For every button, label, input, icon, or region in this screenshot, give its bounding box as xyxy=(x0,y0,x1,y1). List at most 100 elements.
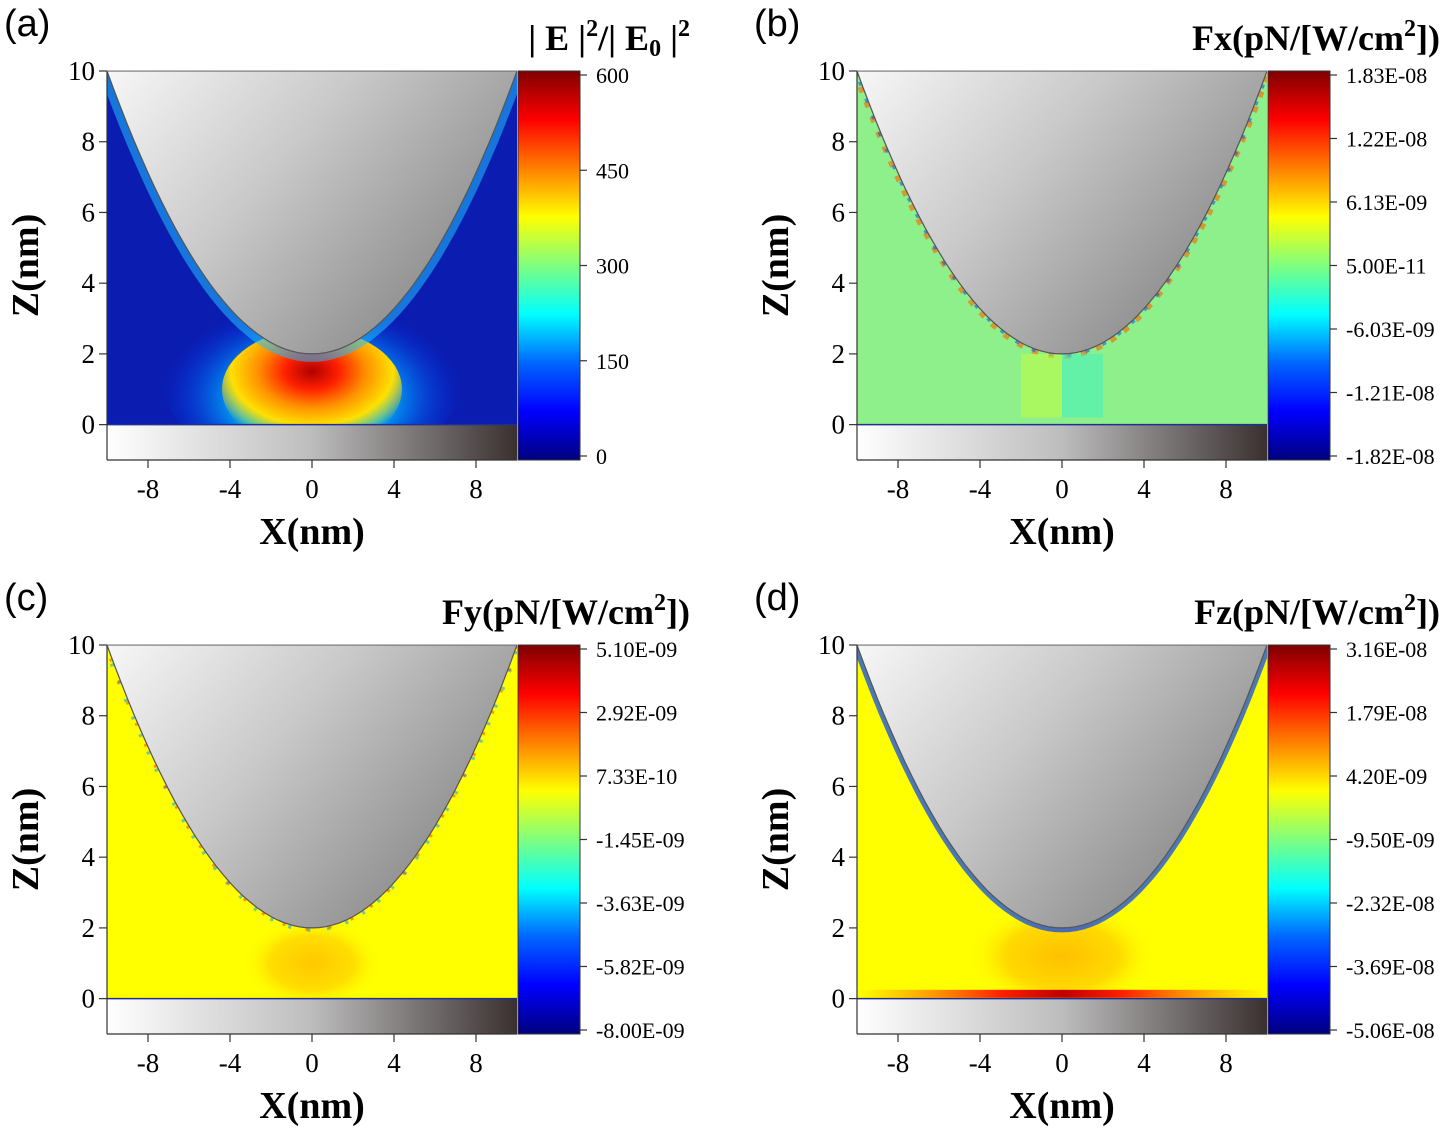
y-tick-label: 0 xyxy=(832,410,846,440)
x-tick-label: -8 xyxy=(887,474,910,504)
x-axis-label: X(nm) xyxy=(259,511,365,553)
colorbar-tick-label: 5.10E-09 xyxy=(596,637,677,662)
colorbar-tick-label: 3.16E-08 xyxy=(1346,637,1427,662)
tip-shape xyxy=(107,645,517,929)
colorbar-title-part: 2 xyxy=(1404,590,1416,616)
colorbar-tick-label: -8.00E-09 xyxy=(596,1018,685,1043)
x-tick-label: 0 xyxy=(305,1048,319,1078)
y-tick-label: 4 xyxy=(82,268,96,298)
panel-label: (d) xyxy=(754,577,800,619)
x-tick-label: 0 xyxy=(1055,1048,1069,1078)
x-axis-label: X(nm) xyxy=(259,1085,365,1127)
colorbar-title-part: ]) xyxy=(1416,18,1440,58)
y-tick-label: 10 xyxy=(68,56,95,86)
colorbar-title-part: | E | xyxy=(528,18,586,58)
y-axis-label: Z(nm) xyxy=(755,214,797,317)
y-tick-label: 10 xyxy=(818,630,845,660)
field-right-lobe xyxy=(1062,353,1103,418)
y-tick-label: 6 xyxy=(832,197,846,227)
colorbar xyxy=(1267,644,1331,1035)
x-tick-label: 8 xyxy=(469,1048,483,1078)
panel-b: -8 -4 0 4 8 0 2 4 6 8 10 X(nm) Z(nm) (b) 1.83E-08 1.22E… xyxy=(754,3,1440,553)
x-tick-label: -4 xyxy=(219,474,242,504)
colorbar-tick-label: -5.82E-09 xyxy=(596,955,685,980)
tip-shape xyxy=(857,71,1267,355)
y-axis-label: Z(nm) xyxy=(755,788,797,891)
y-tick-label: 0 xyxy=(82,410,96,440)
x-tick-label: 4 xyxy=(387,474,401,504)
y-tick-label: 4 xyxy=(82,842,96,872)
colorbar-title-part: 0 xyxy=(649,36,661,62)
field-left-lobe xyxy=(1021,353,1062,418)
colorbar-tick-label: -6.03E-09 xyxy=(1346,317,1435,342)
y-tick-label: 8 xyxy=(832,127,846,157)
colorbar-title-part: ]) xyxy=(666,592,690,632)
y-tick-label: 4 xyxy=(832,268,846,298)
colorbar-title-part: | xyxy=(661,18,678,58)
substrate-hot-line xyxy=(857,989,1267,998)
y-tick-label: 2 xyxy=(82,913,96,943)
colorbar-tick-label: 150 xyxy=(596,349,629,374)
x-tick-label: 8 xyxy=(1219,474,1233,504)
colorbar-title: | E |2/| E0 |2 xyxy=(528,16,690,62)
x-tick-label: 0 xyxy=(1055,474,1069,504)
colorbar-tick-label: -1.21E-08 xyxy=(1346,381,1435,406)
colorbar-tick-label: 5.00E-11 xyxy=(1346,254,1426,279)
colorbar-title-part: 2 xyxy=(586,16,598,42)
y-axis-label: Z(nm) xyxy=(5,788,47,891)
panel-c: -8 -4 0 4 8 0 2 4 6 8 10 X(nm) Z(nm) (c) 5.10E-09 2.92E… xyxy=(4,577,690,1127)
x-tick-label: -4 xyxy=(219,1048,242,1078)
panel-label: (a) xyxy=(4,3,50,45)
panel-d: -8 -4 0 4 8 0 2 4 6 8 10 X(nm) Z(nm) (d) 3.16E-08 1.79E… xyxy=(754,577,1440,1127)
x-tick-label: 4 xyxy=(1137,474,1151,504)
y-axis-label: Z(nm) xyxy=(5,214,47,317)
panel-a: -8 -4 0 4 80246810X(nm)Z(nm)(a)6004503001500… xyxy=(4,3,690,553)
colorbar-title-part: Fy(pN/[W/cm xyxy=(442,592,654,632)
colorbar xyxy=(517,644,581,1035)
substrate-shape xyxy=(107,424,517,460)
y-tick-label: 4 xyxy=(832,842,846,872)
plot-area xyxy=(107,645,517,1034)
x-axis-label: X(nm) xyxy=(1009,511,1115,553)
x-tick-label: 4 xyxy=(1137,1048,1151,1078)
colorbar-title-part: Fz(pN/[W/cm xyxy=(1194,592,1404,632)
colorbar-title-part: 2 xyxy=(1404,16,1416,42)
y-tick-label: 0 xyxy=(82,984,96,1014)
y-tick-label: 10 xyxy=(68,630,95,660)
colorbar-tick-label: 1.83E-08 xyxy=(1346,63,1427,88)
colorbar-tick-label: -1.45E-09 xyxy=(596,828,685,853)
colorbar-tick-label: -3.63E-09 xyxy=(596,891,685,916)
colorbar-title: Fx(pN/[W/cm2]) xyxy=(1192,16,1440,58)
field-hotspot xyxy=(222,329,402,450)
x-tick-label: -8 xyxy=(137,474,160,504)
y-tick-label: 6 xyxy=(82,197,96,227)
plot-area xyxy=(857,71,1267,460)
x-tick-label: 8 xyxy=(1219,1048,1233,1078)
y-tick-label: 6 xyxy=(832,771,846,801)
y-tick-label: 0 xyxy=(832,984,846,1014)
y-tick-label: 8 xyxy=(82,701,96,731)
y-tick-label: 8 xyxy=(832,701,846,731)
x-tick-label: -8 xyxy=(887,1048,910,1078)
substrate-shape xyxy=(107,998,517,1034)
colorbar-tick-label: -1.82E-08 xyxy=(1346,444,1435,469)
colorbar-title-part: /| E xyxy=(597,18,649,58)
y-tick-label: 2 xyxy=(832,913,846,943)
x-tick-label: 0 xyxy=(305,474,319,504)
colorbar-tick-label: 0 xyxy=(596,444,607,469)
colorbar-tick-label: 1.22E-08 xyxy=(1346,127,1427,152)
colorbar-tick-label: 4.20E-09 xyxy=(1346,764,1427,789)
colorbar-tick-label: 2.92E-09 xyxy=(596,701,677,726)
y-tick-label: 2 xyxy=(82,339,96,369)
colorbar-title: Fy(pN/[W/cm2]) xyxy=(442,590,690,632)
colorbar-tick-label: -3.69E-08 xyxy=(1346,955,1435,980)
colorbar xyxy=(1267,70,1331,461)
plot-area xyxy=(857,645,1267,1034)
colorbar-tick-label: 6.13E-09 xyxy=(1346,190,1427,215)
x-axis-label: X(nm) xyxy=(1009,1085,1115,1127)
y-tick-label: 10 xyxy=(818,56,845,86)
y-tick-label: 2 xyxy=(832,339,846,369)
colorbar-title-part: ]) xyxy=(1416,592,1440,632)
y-tick-label: 8 xyxy=(82,127,96,157)
colorbar-tick-label: 300 xyxy=(596,254,629,279)
